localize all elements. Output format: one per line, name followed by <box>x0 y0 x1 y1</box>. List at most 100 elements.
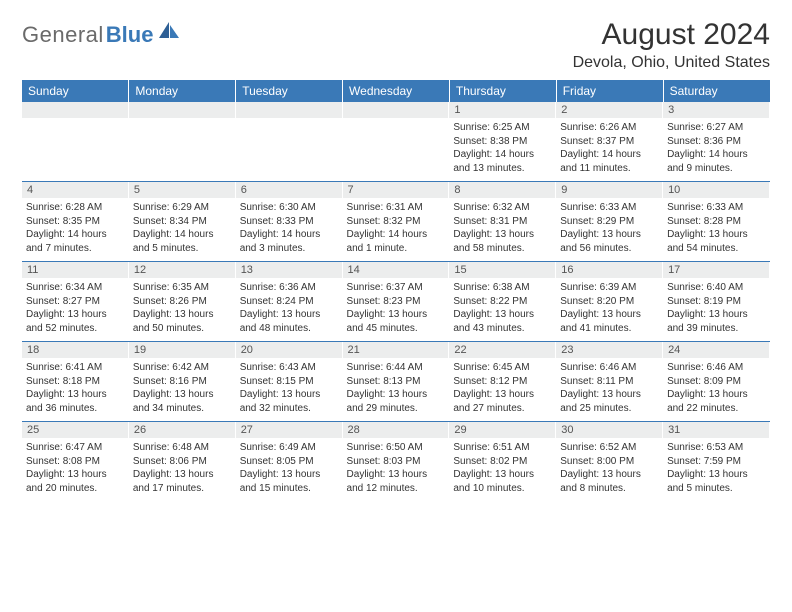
day-number: 11 <box>22 262 129 278</box>
sunset-line: Sunset: 8:27 PM <box>26 295 125 309</box>
day-body <box>236 118 343 176</box>
day-number: 28 <box>343 422 450 438</box>
calendar-body: 1Sunrise: 6:25 AMSunset: 8:38 PMDaylight… <box>22 102 770 501</box>
daylight-line: Daylight: 13 hours and 10 minutes. <box>453 468 552 495</box>
sunrise-line: Sunrise: 6:28 AM <box>26 201 125 215</box>
daylight-line: Daylight: 13 hours and 22 minutes. <box>667 388 766 415</box>
calendar-week-row: 25Sunrise: 6:47 AMSunset: 8:08 PMDayligh… <box>22 422 770 502</box>
sunrise-line: Sunrise: 6:37 AM <box>347 281 446 295</box>
daylight-line: Daylight: 13 hours and 27 minutes. <box>453 388 552 415</box>
sunrise-line: Sunrise: 6:51 AM <box>453 441 552 455</box>
day-body: Sunrise: 6:51 AMSunset: 8:02 PMDaylight:… <box>449 438 556 501</box>
sunrise-line: Sunrise: 6:26 AM <box>560 121 659 135</box>
day-number: 18 <box>22 342 129 358</box>
day-body: Sunrise: 6:26 AMSunset: 8:37 PMDaylight:… <box>556 118 663 181</box>
calendar-day-cell: 9Sunrise: 6:33 AMSunset: 8:29 PMDaylight… <box>556 182 663 262</box>
day-number: 29 <box>449 422 556 438</box>
sunrise-line: Sunrise: 6:39 AM <box>560 281 659 295</box>
calendar-day-cell: 3Sunrise: 6:27 AMSunset: 8:36 PMDaylight… <box>663 102 770 182</box>
sunrise-line: Sunrise: 6:30 AM <box>240 201 339 215</box>
sunset-line: Sunset: 8:11 PM <box>560 375 659 389</box>
daylight-line: Daylight: 14 hours and 9 minutes. <box>667 148 766 175</box>
day-number <box>129 102 236 118</box>
sunrise-line: Sunrise: 6:46 AM <box>560 361 659 375</box>
calendar-page: General Blue August 2024 Devola, Ohio, U… <box>0 0 792 519</box>
day-number <box>22 102 129 118</box>
sunrise-line: Sunrise: 6:49 AM <box>240 441 339 455</box>
calendar-day-cell: 17Sunrise: 6:40 AMSunset: 8:19 PMDayligh… <box>663 262 770 342</box>
sunset-line: Sunset: 8:36 PM <box>667 135 766 149</box>
daylight-line: Daylight: 13 hours and 36 minutes. <box>26 388 125 415</box>
sunrise-line: Sunrise: 6:36 AM <box>240 281 339 295</box>
day-body: Sunrise: 6:50 AMSunset: 8:03 PMDaylight:… <box>343 438 450 501</box>
sunrise-line: Sunrise: 6:33 AM <box>560 201 659 215</box>
daylight-line: Daylight: 14 hours and 5 minutes. <box>133 228 232 255</box>
day-body: Sunrise: 6:25 AMSunset: 8:38 PMDaylight:… <box>449 118 556 181</box>
calendar-day-cell: 31Sunrise: 6:53 AMSunset: 7:59 PMDayligh… <box>663 422 770 502</box>
day-body: Sunrise: 6:30 AMSunset: 8:33 PMDaylight:… <box>236 198 343 261</box>
day-number: 26 <box>129 422 236 438</box>
sunrise-line: Sunrise: 6:47 AM <box>26 441 125 455</box>
calendar-day-cell: 4Sunrise: 6:28 AMSunset: 8:35 PMDaylight… <box>22 182 129 262</box>
day-number <box>236 102 343 118</box>
sunrise-line: Sunrise: 6:43 AM <box>240 361 339 375</box>
day-body: Sunrise: 6:52 AMSunset: 8:00 PMDaylight:… <box>556 438 663 501</box>
day-body: Sunrise: 6:40 AMSunset: 8:19 PMDaylight:… <box>663 278 770 341</box>
calendar-table: SundayMondayTuesdayWednesdayThursdayFrid… <box>22 80 770 501</box>
sunset-line: Sunset: 8:28 PM <box>667 215 766 229</box>
daylight-line: Daylight: 13 hours and 17 minutes. <box>133 468 232 495</box>
weekday-header: Saturday <box>663 80 770 102</box>
weekday-header: Wednesday <box>343 80 450 102</box>
calendar-day-cell: 2Sunrise: 6:26 AMSunset: 8:37 PMDaylight… <box>556 102 663 182</box>
calendar-day-cell: 15Sunrise: 6:38 AMSunset: 8:22 PMDayligh… <box>449 262 556 342</box>
day-number: 9 <box>556 182 663 198</box>
logo-sail-icon <box>158 21 180 44</box>
calendar-day-cell: 19Sunrise: 6:42 AMSunset: 8:16 PMDayligh… <box>129 342 236 422</box>
day-number: 15 <box>449 262 556 278</box>
sunset-line: Sunset: 8:02 PM <box>453 455 552 469</box>
sunrise-line: Sunrise: 6:50 AM <box>347 441 446 455</box>
sunset-line: Sunset: 8:37 PM <box>560 135 659 149</box>
sunrise-line: Sunrise: 6:40 AM <box>667 281 766 295</box>
day-number: 21 <box>343 342 450 358</box>
sunset-line: Sunset: 8:06 PM <box>133 455 232 469</box>
day-number: 30 <box>556 422 663 438</box>
daylight-line: Daylight: 13 hours and 41 minutes. <box>560 308 659 335</box>
sunrise-line: Sunrise: 6:31 AM <box>347 201 446 215</box>
day-body: Sunrise: 6:33 AMSunset: 8:29 PMDaylight:… <box>556 198 663 261</box>
calendar-day-cell: 13Sunrise: 6:36 AMSunset: 8:24 PMDayligh… <box>236 262 343 342</box>
daylight-line: Daylight: 13 hours and 39 minutes. <box>667 308 766 335</box>
calendar-day-cell: 27Sunrise: 6:49 AMSunset: 8:05 PMDayligh… <box>236 422 343 502</box>
day-body: Sunrise: 6:53 AMSunset: 7:59 PMDaylight:… <box>663 438 770 501</box>
daylight-line: Daylight: 13 hours and 52 minutes. <box>26 308 125 335</box>
daylight-line: Daylight: 13 hours and 43 minutes. <box>453 308 552 335</box>
daylight-line: Daylight: 13 hours and 5 minutes. <box>667 468 766 495</box>
day-body: Sunrise: 6:44 AMSunset: 8:13 PMDaylight:… <box>343 358 450 421</box>
sunset-line: Sunset: 8:35 PM <box>26 215 125 229</box>
daylight-line: Daylight: 14 hours and 7 minutes. <box>26 228 125 255</box>
calendar-day-cell: 21Sunrise: 6:44 AMSunset: 8:13 PMDayligh… <box>343 342 450 422</box>
daylight-line: Daylight: 13 hours and 20 minutes. <box>26 468 125 495</box>
header: General Blue August 2024 Devola, Ohio, U… <box>22 18 770 72</box>
sunrise-line: Sunrise: 6:41 AM <box>26 361 125 375</box>
day-number: 5 <box>129 182 236 198</box>
daylight-line: Daylight: 13 hours and 50 minutes. <box>133 308 232 335</box>
day-number: 7 <box>343 182 450 198</box>
sunrise-line: Sunrise: 6:35 AM <box>133 281 232 295</box>
daylight-line: Daylight: 13 hours and 34 minutes. <box>133 388 232 415</box>
day-body: Sunrise: 6:35 AMSunset: 8:26 PMDaylight:… <box>129 278 236 341</box>
daylight-line: Daylight: 13 hours and 29 minutes. <box>347 388 446 415</box>
sunrise-line: Sunrise: 6:42 AM <box>133 361 232 375</box>
calendar-day-cell: 10Sunrise: 6:33 AMSunset: 8:28 PMDayligh… <box>663 182 770 262</box>
day-number: 27 <box>236 422 343 438</box>
day-body: Sunrise: 6:27 AMSunset: 8:36 PMDaylight:… <box>663 118 770 181</box>
sunset-line: Sunset: 8:26 PM <box>133 295 232 309</box>
calendar-day-cell: 8Sunrise: 6:32 AMSunset: 8:31 PMDaylight… <box>449 182 556 262</box>
day-number: 25 <box>22 422 129 438</box>
daylight-line: Daylight: 14 hours and 13 minutes. <box>453 148 552 175</box>
day-body: Sunrise: 6:36 AMSunset: 8:24 PMDaylight:… <box>236 278 343 341</box>
day-body <box>22 118 129 176</box>
calendar-week-row: 1Sunrise: 6:25 AMSunset: 8:38 PMDaylight… <box>22 102 770 182</box>
weekday-header: Tuesday <box>236 80 343 102</box>
calendar-day-cell: 24Sunrise: 6:46 AMSunset: 8:09 PMDayligh… <box>663 342 770 422</box>
